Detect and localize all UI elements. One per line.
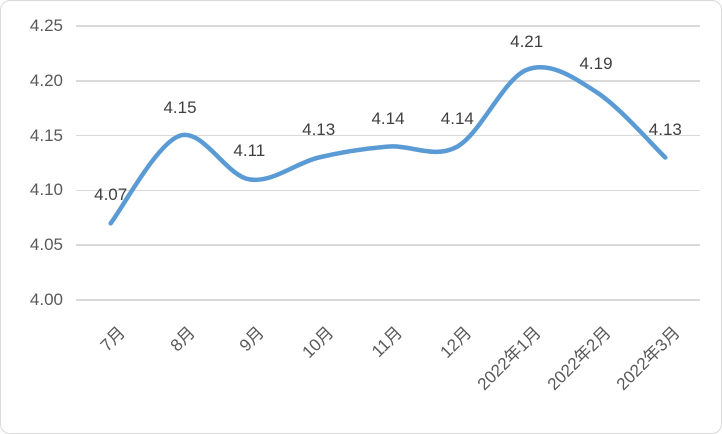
y-axis-tick-label: 4.05 xyxy=(29,235,63,255)
horizontal-gridline xyxy=(76,80,700,82)
horizontal-gridline xyxy=(76,134,700,137)
horizontal-gridline xyxy=(76,244,700,246)
data-point-label: 4.15 xyxy=(163,97,197,117)
y-axis-tick-label: 4.20 xyxy=(29,70,63,90)
data-point-label: 4.14 xyxy=(440,108,474,128)
data-point-label: 4.21 xyxy=(510,31,544,51)
data-point-label: 4.14 xyxy=(371,108,405,128)
y-axis-tick-label: 4.10 xyxy=(29,180,63,200)
data-point-label: 4.11 xyxy=(233,141,266,161)
y-axis-tick-label: 4.00 xyxy=(29,290,63,309)
horizontal-gridline xyxy=(76,25,700,27)
series-line xyxy=(108,64,668,226)
horizontal-gridline xyxy=(76,189,700,192)
data-point-label: 4.19 xyxy=(579,53,613,73)
data-point-label: 4.07 xyxy=(94,185,128,205)
y-axis-tick-label: 4.15 xyxy=(29,125,63,145)
horizontal-gridline xyxy=(76,299,700,301)
data-point-label: 4.13 xyxy=(648,119,682,139)
data-point-label: 4.13 xyxy=(302,119,336,139)
y-axis-tick-label: 4.25 xyxy=(29,16,63,35)
